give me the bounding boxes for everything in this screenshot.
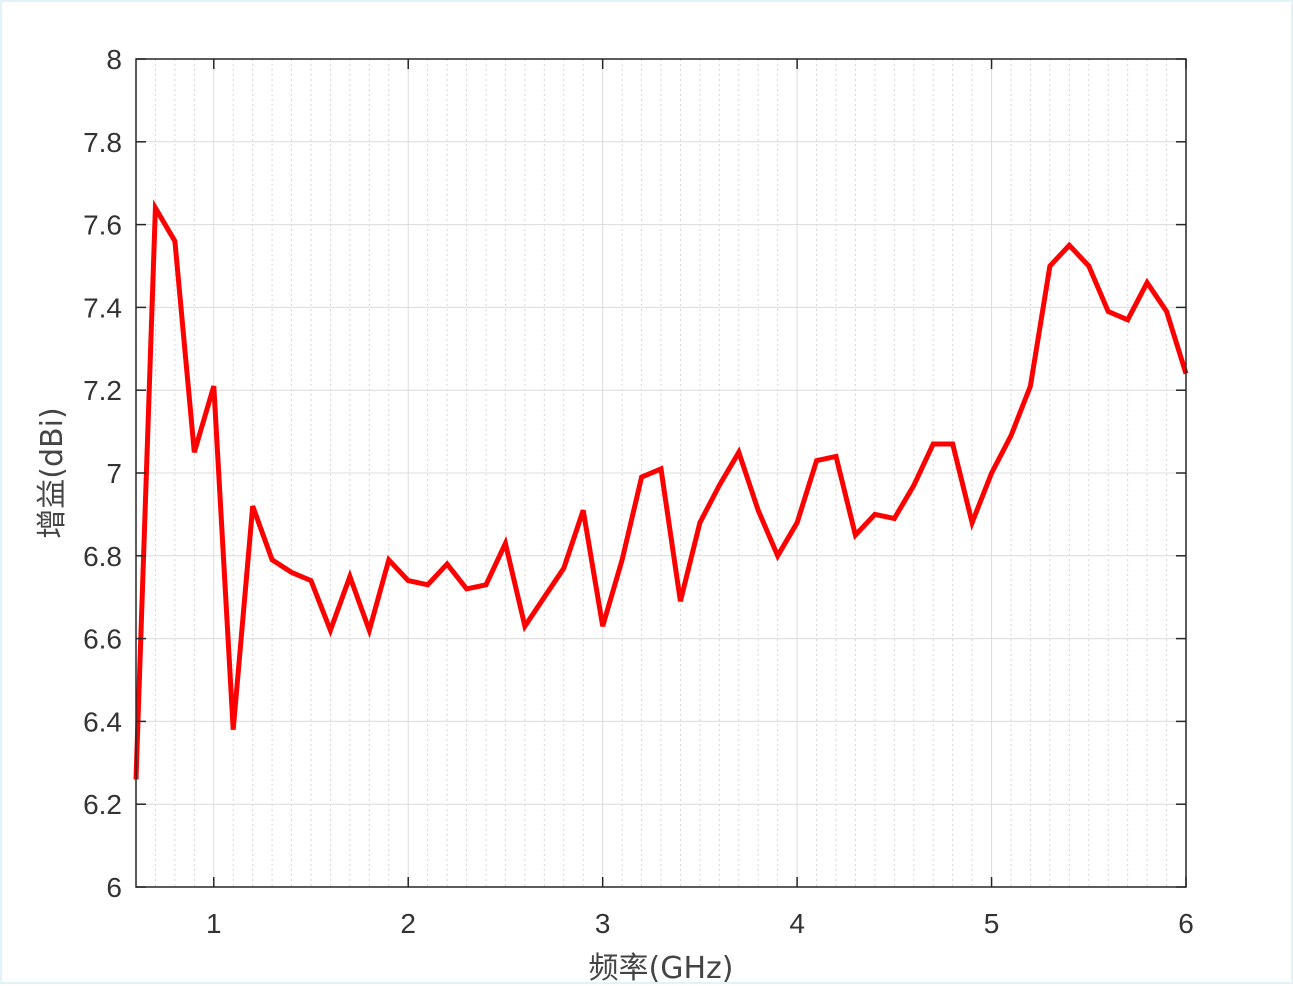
y-tick-label: 7.2 (83, 375, 122, 406)
y-tick-label: 6.6 (83, 624, 122, 655)
x-axis-label: 频率(GHz) (589, 951, 734, 986)
y-tick-label: 7.8 (83, 127, 122, 158)
x-tick-label: 6 (1178, 908, 1194, 939)
y-tick-label: 7.6 (83, 210, 122, 241)
y-axis-label: 增益(dBi) (35, 407, 70, 538)
y-tick-label: 6 (106, 872, 122, 903)
minor-grid (135, 59, 1168, 887)
y-axis-tick-labels: 6 6.2 6.4 6.6 6.8 7 7.2 7.4 7.6 7.8 8 (83, 44, 122, 903)
y-tick-label: 7.4 (83, 292, 122, 323)
x-tick-label: 5 (984, 908, 1000, 939)
y-tick-label: 8 (106, 44, 122, 75)
x-tick-label: 2 (400, 908, 416, 939)
x-tick-label: 1 (206, 908, 222, 939)
y-tick-label: 6.4 (83, 706, 122, 737)
y-tick-label: 6.8 (83, 541, 122, 572)
y-tick-label: 6.2 (83, 789, 122, 820)
x-tick-label: 4 (789, 908, 805, 939)
x-axis-tick-labels: 1 2 3 4 5 6 (206, 908, 1194, 939)
y-tick-label: 7 (106, 458, 122, 489)
gain-series-line (133, 199, 1189, 780)
series-layer (133, 199, 1189, 780)
x-tick-label: 3 (595, 908, 611, 939)
axis-ticks (136, 58, 1187, 888)
